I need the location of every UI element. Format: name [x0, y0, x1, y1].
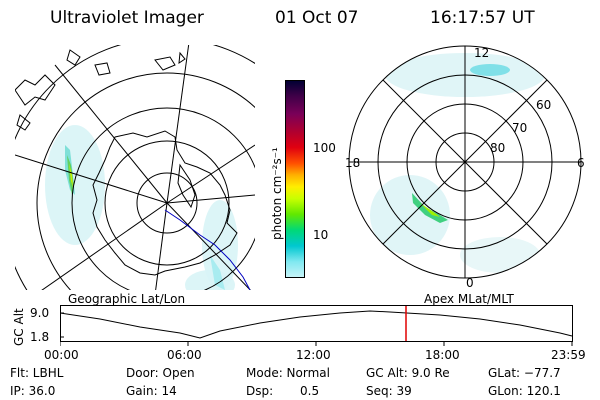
geographic-map	[15, 45, 255, 290]
altitude-ytick-1-8: 1.8	[30, 330, 50, 344]
instrument-title: Ultraviolet Imager	[50, 8, 204, 28]
info-glon: GLon: 120.1	[488, 384, 561, 398]
date-label: 01 Oct 07	[275, 8, 359, 28]
altitude-plot	[60, 305, 573, 346]
xtick-0000: 00:00	[44, 348, 79, 362]
mlt-label-0: 0	[466, 276, 474, 290]
polar-plot	[348, 45, 582, 279]
altitude-ytick-9: 9.0	[30, 306, 50, 320]
info-door: Door: Open	[126, 366, 195, 380]
time-label: 16:17:57 UT	[430, 8, 535, 28]
colorbar-unit-label: photon cm⁻²s⁻¹	[270, 147, 284, 240]
info-dsp-value: 0.5	[300, 384, 320, 398]
geo-map-label: Geographic Lat/Lon	[68, 292, 186, 306]
antarctica-outline	[92, 130, 238, 276]
colorbar	[285, 80, 305, 278]
info-flt: Flt: LBHL	[10, 366, 64, 380]
xtick-1800: 18:00	[425, 348, 460, 362]
mlat-label-70: 70	[512, 121, 528, 135]
polar-map-label: Apex MLat/MLT	[424, 292, 514, 306]
altitude-ylabel: GC Alt	[12, 308, 26, 346]
xtick-2359: 23:59	[551, 348, 586, 362]
mlat-label-80: 80	[490, 141, 506, 155]
mlt-label-12: 12	[474, 46, 490, 60]
polar-aurora-arc	[412, 193, 448, 223]
mlat-label-60: 60	[536, 98, 552, 112]
polar-haze-left	[370, 175, 450, 255]
info-gc-alt: GC Alt: 9.0 Re	[366, 366, 450, 380]
orbit-track	[164, 209, 251, 290]
info-mode: Mode: Normal	[246, 366, 330, 380]
mlt-label-6: 6	[577, 156, 585, 170]
mlt-label-18: 18	[345, 156, 361, 170]
xtick-1200: 12:00	[296, 348, 331, 362]
colorbar-tick-100: 100	[313, 141, 336, 155]
info-gain: Gain: 14	[126, 384, 177, 398]
xtick-0600: 06:00	[167, 348, 202, 362]
info-glat: GLat: −77.7	[488, 366, 561, 380]
info-ip: IP: 36.0	[10, 384, 56, 398]
colorbar-tick-10: 10	[313, 228, 329, 242]
info-dsp-label: Dsp:	[246, 384, 274, 398]
geo-aurora-haze	[45, 125, 238, 290]
info-seq: Seq: 39	[366, 384, 412, 398]
altitude-curve	[60, 310, 573, 339]
